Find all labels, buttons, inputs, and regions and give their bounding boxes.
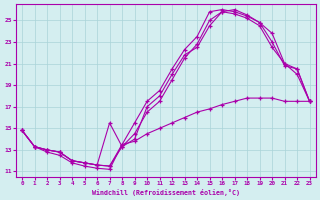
X-axis label: Windchill (Refroidissement éolien,°C): Windchill (Refroidissement éolien,°C) [92,189,240,196]
